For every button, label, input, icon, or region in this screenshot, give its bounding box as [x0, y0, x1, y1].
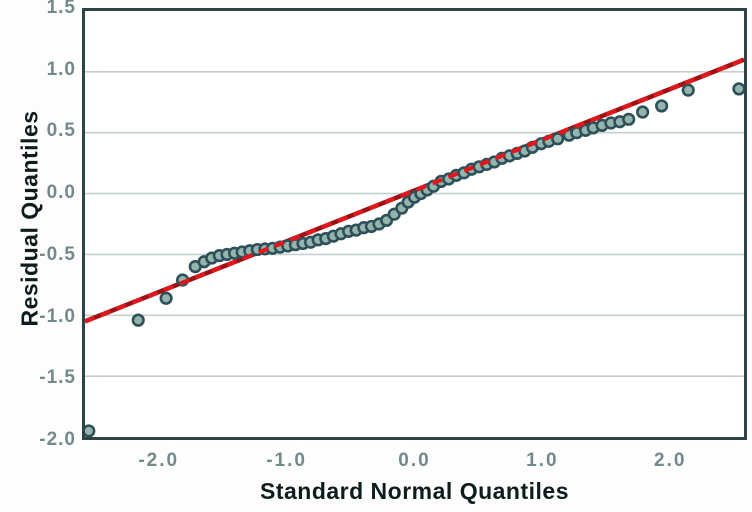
x-tick-label: 2.0: [654, 450, 687, 471]
data-point-marker: [85, 424, 96, 437]
y-tick-label: 1.5: [46, 0, 76, 18]
qq-plot-canvas: [85, 57, 744, 437]
x-axis-title: Standard Normal Quantiles: [259, 478, 569, 504]
x-tick-label: 1.0: [526, 450, 559, 471]
y-tick-label: -0.5: [39, 243, 76, 265]
data-point-marker: [732, 82, 744, 96]
y-tick-label: 1.0: [46, 58, 76, 80]
reference-line-top: [85, 57, 744, 324]
y-tick-label: -1.0: [39, 305, 76, 327]
x-tick-label: 0.0: [398, 450, 431, 471]
data-point-marker: [636, 105, 650, 119]
y-tick-label: -1.5: [39, 367, 76, 389]
x-tick-label: -2.0: [138, 450, 180, 471]
data-point-marker: [681, 83, 695, 97]
data-point-marker: [131, 313, 145, 327]
y-tick-label: 0.0: [46, 182, 76, 204]
data-point-marker: [622, 112, 636, 126]
y-tick-label: 0.5: [46, 120, 76, 142]
plot-area: [82, 8, 747, 440]
data-point-marker: [655, 99, 669, 113]
data-point-marker: [159, 291, 173, 305]
x-tick-label: -1.0: [266, 450, 307, 471]
data-point-marker: [551, 132, 565, 146]
reference-line-base: [85, 57, 744, 324]
y-tick-label: -2.0: [39, 429, 76, 450]
